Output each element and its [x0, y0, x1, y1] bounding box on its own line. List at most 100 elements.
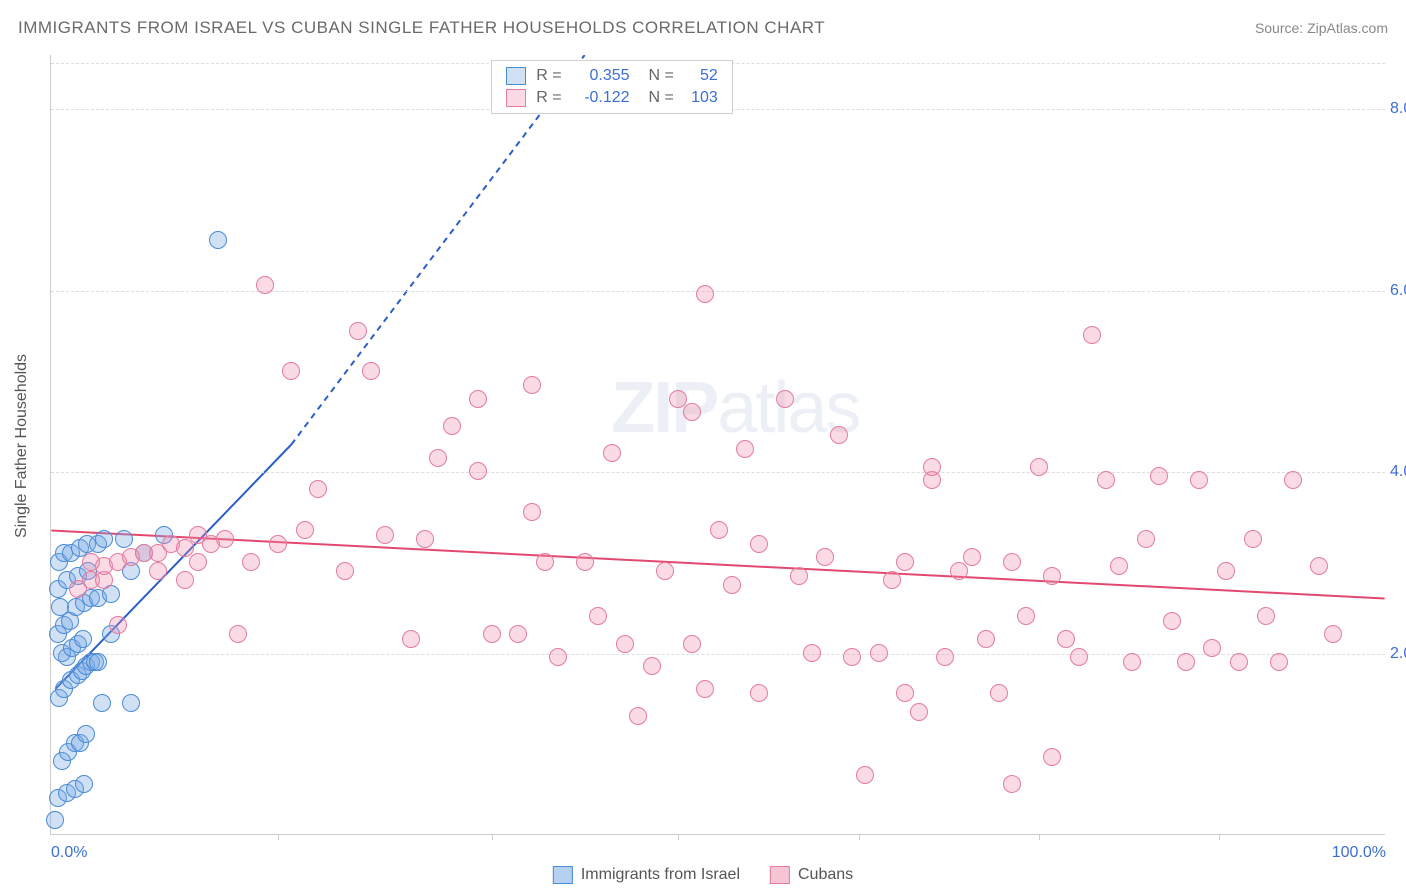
x-tick-mark	[492, 834, 493, 840]
legend-swatch	[770, 866, 790, 884]
data-point	[603, 444, 621, 462]
data-point	[776, 390, 794, 408]
data-point	[896, 684, 914, 702]
data-point	[523, 376, 541, 394]
data-point	[589, 607, 607, 625]
data-point	[736, 440, 754, 458]
data-point	[93, 694, 111, 712]
x-tick-mark	[859, 834, 860, 840]
chart-header: IMMIGRANTS FROM ISRAEL VS CUBAN SINGLE F…	[18, 18, 1388, 38]
data-point	[1217, 562, 1235, 580]
data-point	[1003, 553, 1021, 571]
data-point	[149, 562, 167, 580]
trend-lines	[51, 55, 1385, 834]
series-swatch	[506, 89, 526, 107]
source-attribution: Source: ZipAtlas.com	[1255, 20, 1388, 36]
data-point	[870, 644, 888, 662]
legend-label: Cubans	[798, 866, 853, 884]
data-point	[95, 530, 113, 548]
source-name: ZipAtlas.com	[1307, 20, 1388, 36]
data-point	[1284, 471, 1302, 489]
legend-swatch	[553, 866, 573, 884]
stat-n-value: 103	[684, 89, 718, 107]
data-point	[77, 725, 95, 743]
stat-r-label: R =	[536, 89, 561, 107]
data-point	[696, 680, 714, 698]
data-point	[46, 811, 64, 829]
data-point	[483, 625, 501, 643]
data-point	[977, 630, 995, 648]
data-point	[856, 766, 874, 784]
data-point	[750, 684, 768, 702]
data-point	[576, 553, 594, 571]
x-tick-mark	[1219, 834, 1220, 840]
data-point	[109, 616, 127, 634]
data-point	[616, 635, 634, 653]
data-point	[950, 562, 968, 580]
data-point	[242, 553, 260, 571]
data-point	[1003, 775, 1021, 793]
data-point	[402, 630, 420, 648]
gridline	[51, 291, 1385, 292]
data-point	[656, 562, 674, 580]
data-point	[469, 462, 487, 480]
data-point	[469, 390, 487, 408]
correlation-stats-box: R =0.355 N =52R =-0.122 N =103	[491, 60, 733, 114]
watermark-bold: ZIP	[611, 368, 717, 448]
data-point	[336, 562, 354, 580]
y-tick-label: 8.0%	[1390, 100, 1406, 118]
chart-title: IMMIGRANTS FROM ISRAEL VS CUBAN SINGLE F…	[18, 18, 825, 38]
data-point	[1097, 471, 1115, 489]
data-point	[843, 648, 861, 666]
data-point	[803, 644, 821, 662]
data-point	[1190, 471, 1208, 489]
y-axis-label: Single Father Households	[13, 354, 31, 538]
data-point	[176, 571, 194, 589]
data-point	[1244, 530, 1262, 548]
x-tick-mark	[1039, 834, 1040, 840]
data-point	[723, 576, 741, 594]
data-point	[1177, 653, 1195, 671]
data-point	[1310, 557, 1328, 575]
x-tick-mark	[678, 834, 679, 840]
data-point	[883, 571, 901, 589]
data-point	[1230, 653, 1248, 671]
stat-n-label: N =	[640, 67, 674, 85]
data-point	[1270, 653, 1288, 671]
data-point	[1257, 607, 1275, 625]
data-point	[1110, 557, 1128, 575]
watermark: ZIPatlas	[611, 367, 859, 449]
data-point	[963, 548, 981, 566]
data-point	[1137, 530, 1155, 548]
data-point	[1030, 458, 1048, 476]
data-point	[830, 426, 848, 444]
data-point	[115, 530, 133, 548]
legend-item: Cubans	[770, 866, 853, 884]
data-point	[362, 362, 380, 380]
x-tick-mark	[278, 834, 279, 840]
stats-row: R =-0.122 N =103	[506, 89, 718, 107]
stat-r-value: -0.122	[572, 89, 630, 107]
data-point	[816, 548, 834, 566]
y-tick-label: 4.0%	[1390, 463, 1406, 481]
y-tick-label: 6.0%	[1390, 282, 1406, 300]
data-point	[89, 653, 107, 671]
gridline	[51, 472, 1385, 473]
stat-n-value: 52	[684, 67, 718, 85]
data-point	[750, 535, 768, 553]
stat-r-label: R =	[536, 67, 561, 85]
data-point	[1070, 648, 1088, 666]
data-point	[683, 403, 701, 421]
data-point	[643, 657, 661, 675]
data-point	[509, 625, 527, 643]
data-point	[296, 521, 314, 539]
series-swatch	[506, 67, 526, 85]
data-point	[936, 648, 954, 666]
data-point	[349, 322, 367, 340]
data-point	[269, 535, 287, 553]
data-point	[443, 417, 461, 435]
data-point	[416, 530, 434, 548]
source-prefix: Source:	[1255, 20, 1307, 36]
data-point	[990, 684, 1008, 702]
data-point	[376, 526, 394, 544]
